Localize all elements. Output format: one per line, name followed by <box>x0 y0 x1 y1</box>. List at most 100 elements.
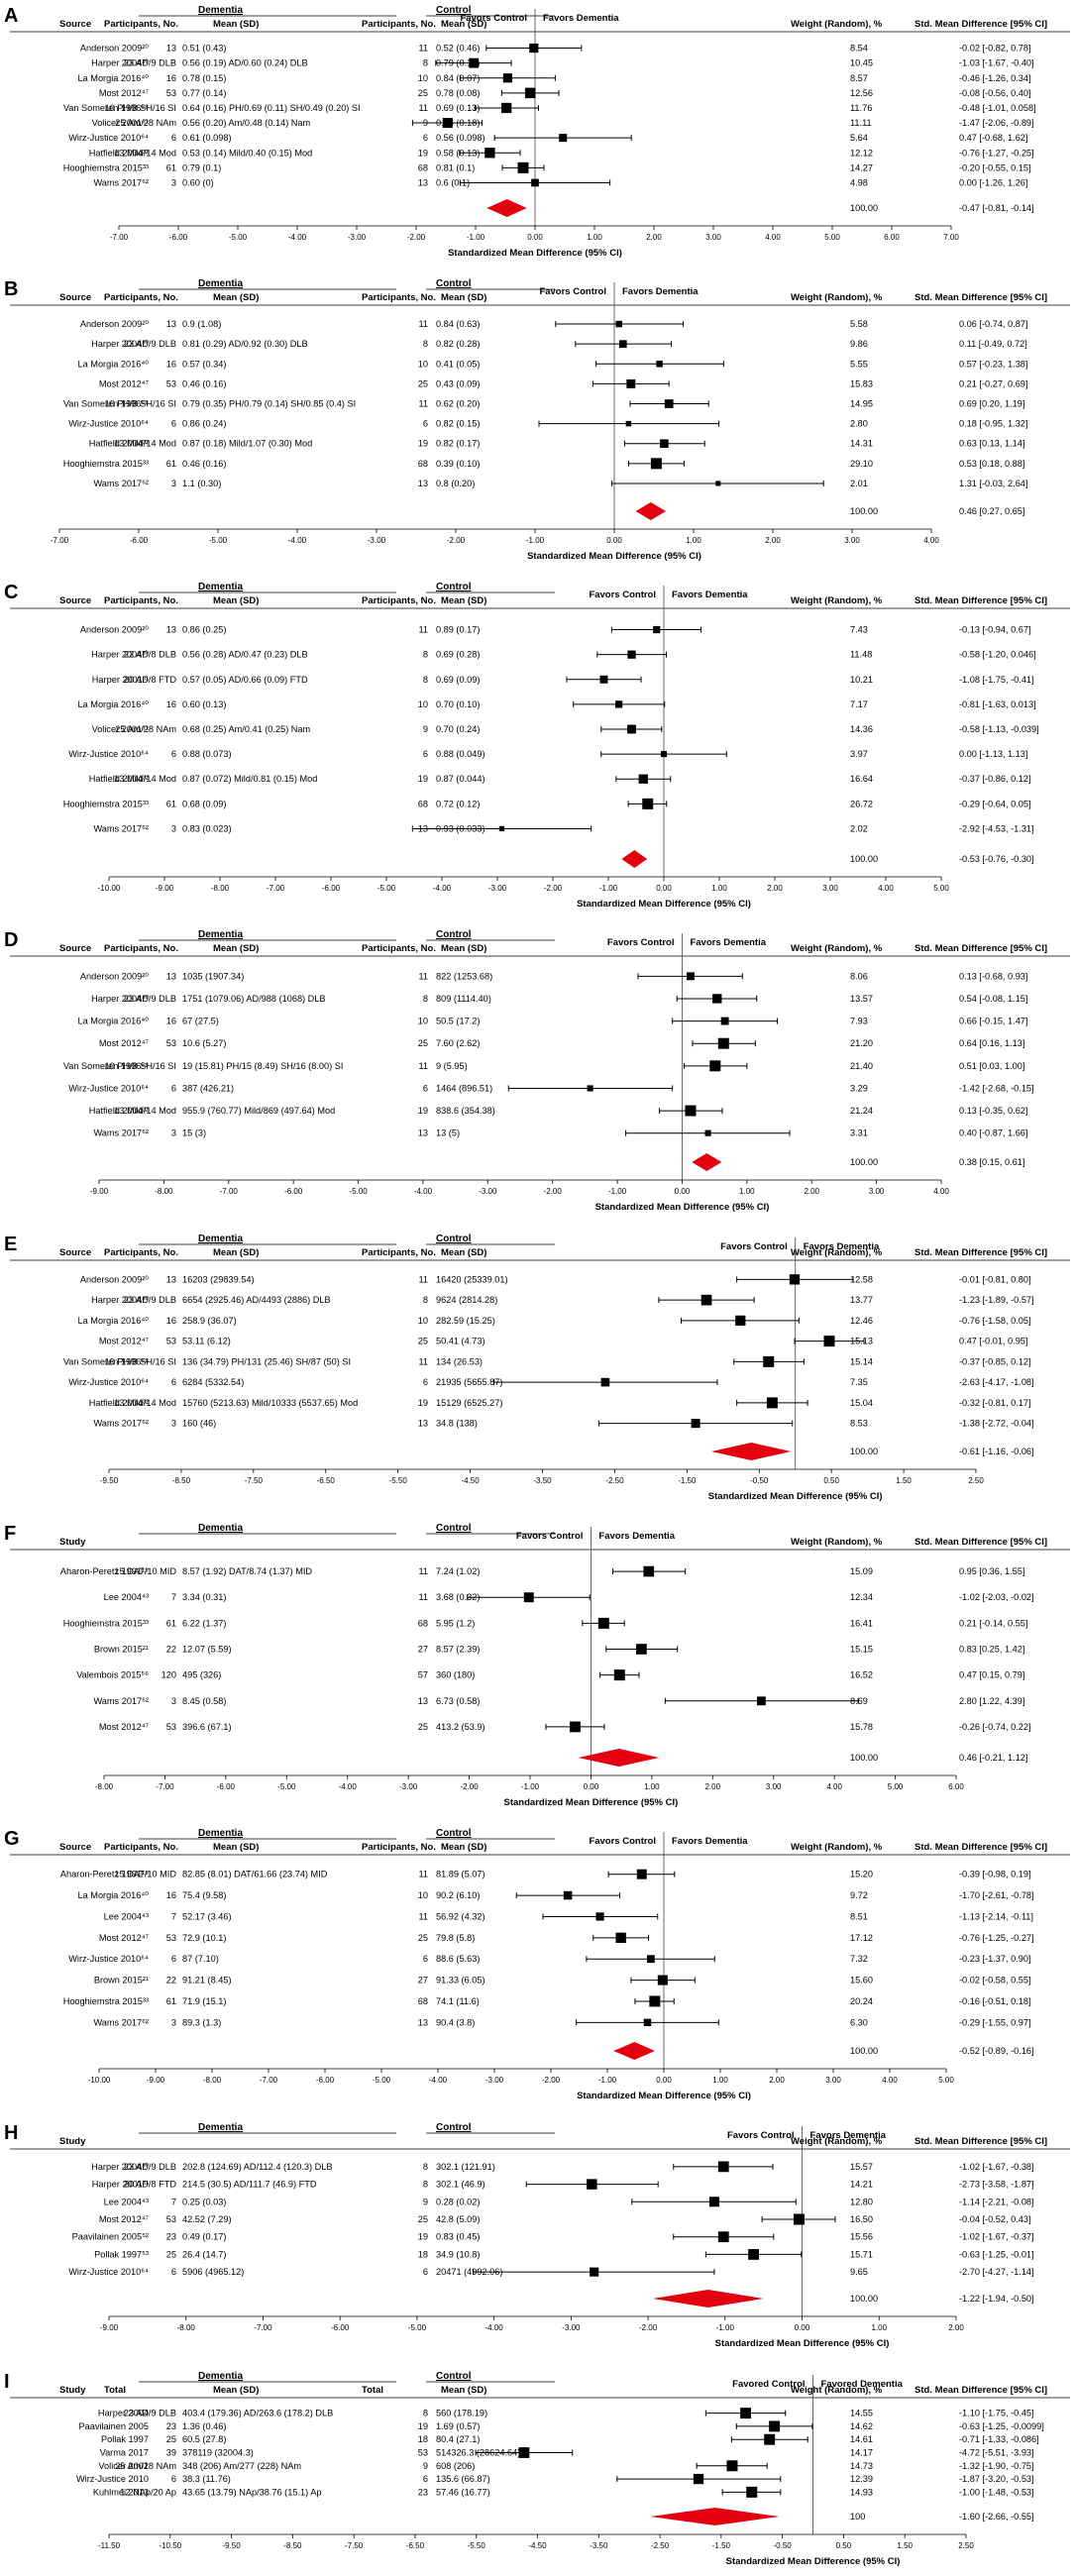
x-tick-label: -1.00 <box>716 2323 735 2332</box>
dementia-mean-header: Mean (SD) <box>213 2385 259 2396</box>
x-tick-label: 0.00 <box>675 1187 691 1196</box>
dementia-mean-sd: 67 (27.5) <box>182 1017 219 1026</box>
study-name: Brown 2015²¹ <box>94 1976 149 1986</box>
control-n: 68 <box>418 162 428 172</box>
control-n: 10 <box>418 359 428 369</box>
x-tick-label: -1.00 <box>526 536 545 545</box>
dementia-mean-sd: 0.79 (0.35) PH/0.79 (0.14) SH/0.85 (0.4)… <box>182 399 356 409</box>
point-estimate <box>498 825 505 832</box>
control-n: 10 <box>418 1316 428 1326</box>
x-tick-label: -6.00 <box>217 1782 236 1791</box>
point-estimate <box>615 700 623 708</box>
dementia-n: 10 PH/8 SH/16 SI <box>104 1356 176 1366</box>
study-row: Hooghiemstra 2015³³ 61 6.22 (1.37) 68 5.95 (… <box>63 1617 1027 1629</box>
control-n: 25 <box>418 1722 428 1732</box>
control-n: 10 <box>418 73 428 83</box>
study-weight: 4.98 <box>850 177 868 187</box>
study-name: Wams 2017⁶² <box>93 479 149 488</box>
weight-header: Weight (Random), % <box>791 1842 883 1853</box>
study-weight: 14.17 <box>850 2448 873 2458</box>
study-name: Most 2012⁴⁷ <box>99 1337 149 1346</box>
dementia-n: 13 Mild/14 Mod <box>114 774 176 784</box>
study-smd-ci: -0.46 [-1.26, 0.34] <box>959 73 1031 83</box>
x-tick-label: -2.00 <box>460 1782 479 1791</box>
study-weight: 8.53 <box>850 1419 868 1429</box>
dementia-n: 53 <box>166 1933 176 1943</box>
x-tick-label: -2.00 <box>447 536 466 545</box>
dementia-mean-sd: 5906 (4965.12) <box>182 2267 244 2277</box>
source-column-header: Source <box>59 1842 91 1853</box>
dementia-n: 39 <box>166 2448 176 2458</box>
study-row: Most 2012⁴⁷ 53 0.46 (0.16) 25 0.43 (0.09) 15.… <box>99 378 1028 388</box>
pooled-smd-ci: 0.38 [0.15, 0.61] <box>959 1157 1024 1167</box>
study-name: Hatfield 2004³² <box>89 1106 149 1116</box>
study-name: Hooghiemstra 2015³³ <box>63 1996 149 2006</box>
x-tick-label: 0.00 <box>606 536 622 545</box>
point-estimate <box>764 2433 776 2445</box>
control-mean-sd: 13 (5) <box>436 1128 460 1138</box>
study-smd-ci: 0.13 [-0.35, 0.62] <box>959 1106 1027 1116</box>
control-mean-sd: 50.5 (17.2) <box>436 1017 480 1026</box>
study-smd-ci: 0.83 [0.25, 1.42] <box>959 1645 1024 1655</box>
favors-dementia-label: Favors Dementia <box>690 937 766 948</box>
study-name: Wams 2017⁶² <box>93 177 149 187</box>
study-weight: 11.48 <box>850 650 872 660</box>
x-tick-label: -7.00 <box>267 884 285 893</box>
x-tick-label: -9.50 <box>100 1476 119 1485</box>
x-tick-label: 0.50 <box>836 2541 852 2550</box>
dementia-n: 25 <box>166 2434 176 2444</box>
point-estimate <box>700 1294 712 1306</box>
smd-header: Std. Mean Difference [95% CI] <box>915 943 1047 954</box>
point-estimate <box>517 161 529 173</box>
control-participants-header: Participants, No. <box>362 1247 436 1258</box>
control-mean-sd: 0.84 (0.63) <box>436 319 480 329</box>
control-n: 9 <box>423 724 428 734</box>
control-group-header: Control <box>436 582 472 592</box>
control-n: 13 <box>418 2017 428 2027</box>
x-tick-label: -11.50 <box>98 2541 121 2550</box>
point-estimate <box>559 134 568 143</box>
dementia-group-header: Dementia <box>198 1828 243 1839</box>
x-tick-label: 2.00 <box>769 2076 785 2085</box>
favors-control-label: Favors Control <box>539 286 606 297</box>
x-axis-title: Standardized Mean Difference (95% CI) <box>708 1491 883 1502</box>
point-estimate <box>627 650 636 659</box>
dementia-mean-sd: 0.57 (0.34) <box>182 359 226 369</box>
study-smd-ci: -4.72 [-5.51, -3.93] <box>959 2448 1034 2458</box>
study-smd-ci: -2.70 [-4.27, -1.14] <box>959 2267 1034 2277</box>
dementia-n: 25 <box>166 2249 176 2259</box>
dementia-n: 61 <box>166 162 176 172</box>
dementia-mean-sd: 0.25 (0.03) <box>182 2197 226 2206</box>
weight-header: Weight (Random), % <box>791 19 883 30</box>
favors-control-label: Favors Control <box>607 937 675 948</box>
x-axis-title: Standardized Mean Difference (95% CI) <box>577 2091 751 2101</box>
dementia-n: 53 <box>166 1038 176 1048</box>
dementia-n: 6 <box>171 749 176 759</box>
point-estimate <box>587 2179 597 2190</box>
point-estimate <box>615 1932 626 1943</box>
point-estimate <box>469 57 480 68</box>
control-n: 9 <box>423 2197 428 2206</box>
x-tick-label: 2.00 <box>704 1782 720 1791</box>
dementia-n: 13 <box>166 625 176 635</box>
x-tick-label: -3.50 <box>533 1476 552 1485</box>
dementia-mean-header: Mean (SD) <box>213 1247 259 1258</box>
study-row: Varma 2017 39 378119 (32004.3) 53 514326.3 (… <box>100 2447 1034 2458</box>
study-weight: 5.58 <box>850 319 868 329</box>
dementia-n: 6 <box>171 1377 176 1387</box>
point-estimate <box>717 1037 729 1049</box>
x-tick-label: 2.50 <box>968 1476 984 1485</box>
x-tick-label: 3.00 <box>822 884 838 893</box>
x-tick-label: -6.00 <box>284 1187 303 1196</box>
x-tick-label: 1.50 <box>897 2541 913 2550</box>
control-mean-sd: 822 (1253.68) <box>436 971 492 981</box>
point-estimate <box>793 2213 805 2225</box>
study-smd-ci: -1.38 [-2.72, -0.04] <box>959 1419 1034 1429</box>
control-mean-header: Mean (SD) <box>441 1842 486 1853</box>
x-tick-label: 3.00 <box>766 1782 782 1791</box>
dementia-participants-header: Participants, No. <box>104 1842 178 1853</box>
control-n: 10 <box>418 1890 428 1900</box>
control-mean-sd: 0.6 (0.1) <box>436 177 470 187</box>
control-mean-sd: 560 (178.19) <box>436 2409 487 2418</box>
